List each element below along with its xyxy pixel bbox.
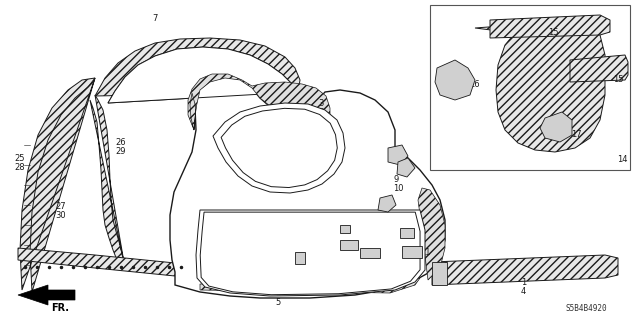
Text: 28: 28	[14, 163, 24, 172]
Bar	[402, 246, 422, 258]
Text: S5B4B4920: S5B4B4920	[565, 304, 607, 313]
Polygon shape	[18, 248, 195, 278]
Text: 7: 7	[152, 14, 157, 23]
Polygon shape	[221, 108, 337, 188]
Text: 23: 23	[413, 230, 424, 239]
Text: 20: 20	[349, 241, 360, 250]
Polygon shape	[220, 118, 238, 132]
Text: 16: 16	[469, 80, 479, 89]
Polygon shape	[397, 158, 415, 177]
Polygon shape	[435, 60, 475, 100]
Polygon shape	[20, 78, 95, 292]
Bar	[360, 248, 380, 258]
Bar	[432, 262, 447, 285]
Text: 3: 3	[318, 99, 323, 108]
Bar	[295, 252, 305, 264]
Polygon shape	[570, 55, 628, 82]
Text: 13: 13	[248, 131, 259, 140]
Polygon shape	[196, 210, 425, 296]
Polygon shape	[418, 188, 445, 280]
Text: FR.: FR.	[51, 303, 69, 313]
Polygon shape	[200, 212, 420, 295]
Text: 2: 2	[275, 289, 280, 298]
Text: 10: 10	[393, 184, 403, 193]
Polygon shape	[170, 78, 445, 298]
Text: 5: 5	[275, 298, 280, 307]
Bar	[340, 225, 350, 233]
Polygon shape	[95, 38, 300, 103]
Polygon shape	[90, 95, 125, 268]
Text: 24: 24	[232, 131, 243, 140]
Text: 25: 25	[14, 154, 24, 163]
Polygon shape	[200, 278, 420, 293]
Polygon shape	[188, 74, 330, 130]
Text: 8: 8	[317, 264, 323, 273]
Bar	[400, 228, 414, 238]
Text: 26: 26	[115, 138, 125, 147]
Bar	[430, 5, 630, 170]
Text: 27: 27	[55, 202, 66, 211]
Text: 29: 29	[115, 147, 125, 156]
Polygon shape	[108, 47, 298, 103]
Text: 17: 17	[571, 130, 582, 139]
Text: 9: 9	[393, 175, 398, 184]
Polygon shape	[388, 145, 408, 165]
Text: 19: 19	[385, 210, 396, 219]
Text: 1: 1	[521, 278, 526, 287]
Text: 15: 15	[548, 28, 559, 37]
Text: 6: 6	[318, 108, 323, 117]
Polygon shape	[213, 103, 345, 193]
Polygon shape	[378, 195, 396, 212]
Text: 22: 22	[310, 255, 321, 264]
Polygon shape	[540, 112, 572, 142]
Text: 11: 11	[378, 248, 388, 257]
Polygon shape	[18, 285, 75, 305]
Bar	[340, 240, 358, 250]
Text: 18: 18	[352, 230, 363, 239]
Polygon shape	[208, 121, 222, 135]
Text: 14: 14	[617, 155, 627, 164]
Text: 15: 15	[613, 75, 623, 84]
Text: 21: 21	[420, 248, 431, 257]
Text: 4: 4	[521, 287, 526, 296]
Polygon shape	[490, 15, 610, 38]
Polygon shape	[120, 258, 175, 272]
Text: 30: 30	[55, 211, 66, 220]
Polygon shape	[475, 22, 605, 152]
Polygon shape	[432, 255, 618, 285]
